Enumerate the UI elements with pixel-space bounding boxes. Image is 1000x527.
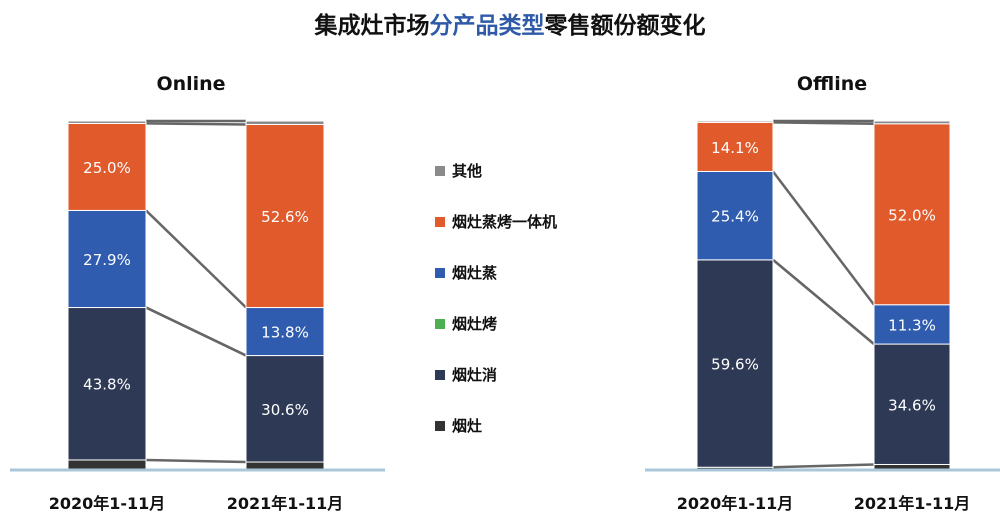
legend-label: 烟灶蒸 <box>452 264 497 282</box>
data-label: 59.6% <box>711 356 759 374</box>
data-label: 52.0% <box>888 206 936 224</box>
panel-title: Offline <box>797 73 867 95</box>
data-label: 27.9% <box>83 251 131 269</box>
legend-item-other: 其他 <box>435 162 482 180</box>
bar-segment-steam_oven <box>873 123 951 306</box>
legend-swatch <box>435 166 445 176</box>
data-label: 34.6% <box>888 396 936 414</box>
legend-swatch <box>435 421 445 431</box>
legend-swatch <box>435 370 445 380</box>
bar-segment-other <box>873 120 951 125</box>
legend-label: 烟灶烤 <box>452 315 497 333</box>
bar-segment-steam_oven <box>67 122 147 211</box>
data-label: 52.6% <box>261 208 309 226</box>
connector-steam <box>772 170 875 306</box>
x-tick-label: 2020年1-11月 <box>49 494 166 513</box>
bar-segment-disinfect <box>245 355 325 463</box>
chart-panels: Online 43.8% 27.9% 25.0% 2020年1-11月 30.6% 13.8… <box>10 73 1000 513</box>
bar-1: 59.6% 25.4% 14.1% <box>696 120 774 470</box>
panel-online: Online 43.8% 27.9% 25.0% 2020年1-11月 30.6% 13.8… <box>10 73 385 513</box>
bar-2: 34.6% 11.3% 52.0% <box>873 120 951 470</box>
data-label: 11.3% <box>888 316 936 334</box>
connector-oven <box>145 306 247 357</box>
data-label: 43.8% <box>83 376 131 394</box>
connector-oven <box>772 258 875 346</box>
bar-segment-steam <box>245 307 325 357</box>
panel-title: Online <box>156 73 225 95</box>
bar-segment-basic <box>67 459 147 470</box>
bar-1: 43.8% 27.9% 25.0% <box>67 120 147 470</box>
x-tick-label: 2021年1-11月 <box>227 494 344 513</box>
legend-swatch <box>435 217 445 227</box>
data-label: 25.4% <box>711 208 759 226</box>
legend-swatch <box>435 319 445 329</box>
bar-segment-other <box>696 120 774 123</box>
bar-segment-other <box>245 120 325 125</box>
connector-steam <box>145 209 247 309</box>
x-tick-label: 2021年1-11月 <box>854 494 971 513</box>
bar-segment-basic <box>245 461 325 470</box>
bar-segment-other <box>67 120 147 124</box>
legend-item-steam_oven: 烟灶蒸烤一体机 <box>435 213 557 231</box>
legend-label: 烟灶消 <box>452 366 497 384</box>
chart-title-part: 分产品类型 <box>430 12 545 39</box>
data-label: 13.8% <box>261 324 309 342</box>
x-tick-label: 2020年1-11月 <box>677 494 794 513</box>
legend-label: 烟灶蒸烤一体机 <box>452 213 557 231</box>
chart-title: 集成灶市场分产品类型零售额份额变化 <box>314 12 706 39</box>
legend-label: 其他 <box>452 162 482 180</box>
chart-title-part: 集成灶市场 <box>314 12 430 39</box>
connector-lines <box>145 119 247 464</box>
legend-item-disinfect: 烟灶消 <box>435 366 497 384</box>
legend-item-steam: 烟灶蒸 <box>435 264 497 282</box>
legend-item-oven: 烟灶烤 <box>435 315 497 333</box>
data-label: 14.1% <box>711 139 759 157</box>
legend-swatch <box>435 268 445 278</box>
bar-2: 30.6% 13.8% 52.6% <box>245 120 325 470</box>
bar-segment-steam <box>873 304 951 345</box>
connector-lines <box>772 119 875 469</box>
panel-offline: Offline 59.6% 25.4% 14.1% 2020年1-11月 34.6% 11.… <box>645 73 1000 513</box>
chart-title-part: 零售额份额变化 <box>544 12 706 39</box>
bar-segment-disinfect <box>67 307 147 461</box>
connector-basic <box>145 458 247 464</box>
bar-segment-steam_oven <box>245 123 325 309</box>
connector-steam_oven <box>772 121 875 126</box>
data-label: 30.6% <box>261 401 309 419</box>
data-label: 25.0% <box>83 159 131 177</box>
bar-segment-disinfect <box>873 343 951 465</box>
connector-steam_oven <box>145 122 247 126</box>
bar-segment-basic <box>873 463 951 470</box>
legend-item-basic: 烟灶 <box>435 417 482 435</box>
legend-label: 烟灶 <box>452 417 482 435</box>
connector-basic <box>772 463 875 469</box>
